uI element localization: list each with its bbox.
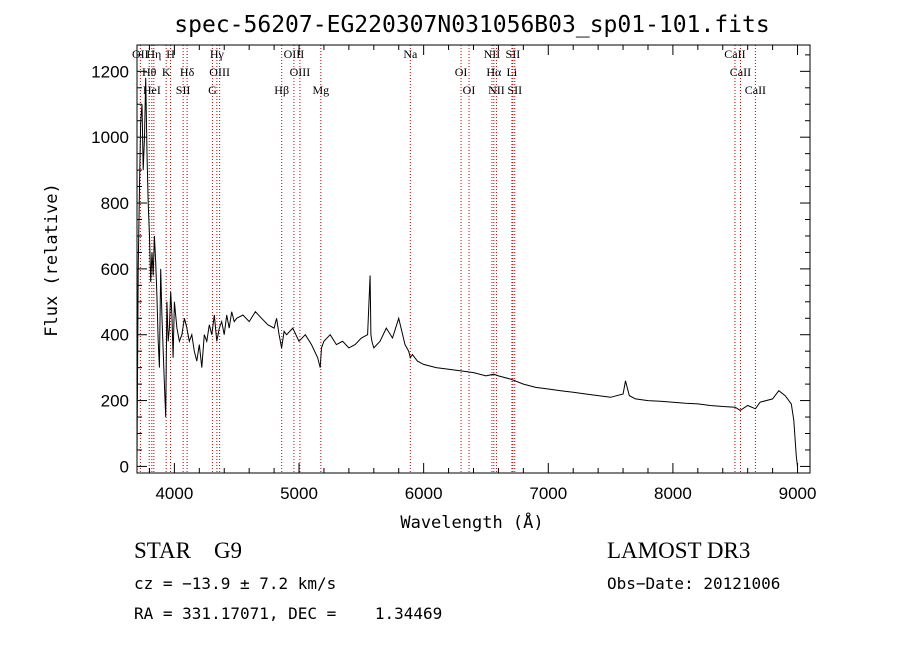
line-label: Hδ [180,65,195,79]
line-label: SII [176,83,191,97]
y-tick-label: 0 [120,457,129,476]
obs-date-text: Obs−Date: 20121006 [607,574,781,593]
plot-frame [136,44,811,474]
line-label: H [166,47,175,61]
line-label: Hη [146,47,161,61]
line-label: Li [507,65,518,79]
redshift-text: cz = −13.9 ± 7.2 km/s [134,574,337,593]
x-tick-label: 9000 [779,484,817,503]
y-axis: 0 200 400 600 800 1000 1200 [91,54,810,476]
y-tick-label: 400 [101,326,129,345]
x-tick-label: 7000 [529,484,567,503]
line-label: OI [463,83,476,97]
spectrum-chart: spec-56207-EG220307N031056B03_sp01-101.f… [42,12,817,533]
x-tick-label: 5000 [280,484,318,503]
y-tick-label: 800 [101,194,129,213]
line-label: Na [403,47,418,61]
line-label: Mg [312,83,329,97]
coordinates-text: RA = 331.17071, DEC = 1.34469 [134,604,443,623]
x-tick-label: 6000 [405,484,443,503]
line-label: G [208,83,217,97]
line-label: OI [455,65,468,79]
line-label: Hβ [274,83,289,97]
line-label: CaII [724,47,745,61]
line-label: SII [506,47,521,61]
line-label: HeI [143,83,161,97]
line-label: OII [132,47,149,61]
line-label: SII [507,83,522,97]
y-tick-label: 200 [101,392,129,411]
spectrum-series-line [136,77,798,467]
line-label: OIII [290,65,311,79]
spectral-line-labels: OIIHθHeIHηKSIIHHδGHγOIIIHβOIIIOIIIMgNaOI… [132,47,766,97]
y-tick-label: 1200 [91,62,129,81]
line-label: K [162,65,171,79]
line-label: CaII [745,83,766,97]
line-label: NII [484,47,501,61]
y-axis-label: Flux (relative) [42,183,62,337]
x-tick-label: 4000 [155,484,193,503]
y-tick-label: 1000 [91,128,129,147]
x-axis-label: Wavelength (Å) [400,511,543,533]
line-label: NII [488,83,505,97]
line-label: OIII [209,65,230,79]
line-label: OIII [284,47,305,61]
chart-title: spec-56207-EG220307N031056B03_sp01-101.f… [174,12,769,38]
x-tick-label: 8000 [654,484,692,503]
y-tick-label: 600 [101,260,129,279]
classification-text: STAR G9 [134,538,243,563]
line-label: Hθ [142,65,157,79]
line-label: Hγ [210,47,225,61]
line-label: Hα [486,65,502,79]
line-label: CaII [730,65,751,79]
survey-name: LAMOST DR3 [607,538,751,563]
x-axis: 4000 5000 6000 7000 8000 9000 [148,45,817,503]
spectral-line-markers [139,45,756,473]
